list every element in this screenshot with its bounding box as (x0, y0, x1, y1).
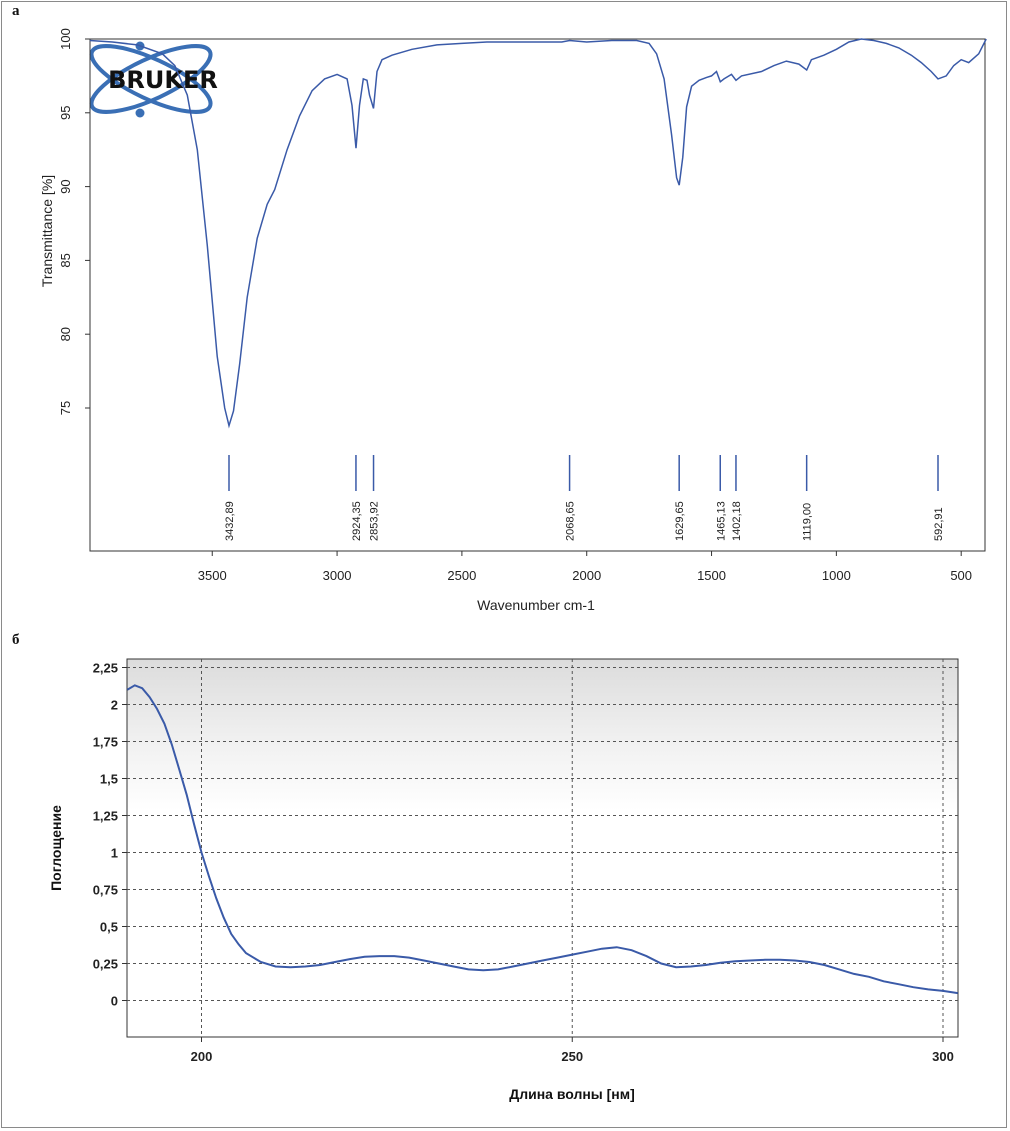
ir-x-axis: 3500 3000 2500 2000 1500 1000 500 (198, 551, 972, 583)
ir-x-tick-label: 2500 (447, 568, 476, 583)
ir-y-tick-label: 95 (58, 106, 73, 120)
ir-peak-label: 2068,65 (565, 501, 577, 541)
ir-x-tick-label: 1500 (697, 568, 726, 583)
ir-y-tick-label: 80 (58, 327, 73, 341)
ir-peak-label: 2924,35 (351, 501, 363, 541)
ir-peak-label: 1629,65 (674, 501, 686, 541)
ir-y-tick-label: 75 (58, 401, 73, 415)
ir-peak-label: 1402,18 (731, 501, 743, 541)
ir-y-tick-label: 85 (58, 253, 73, 267)
ir-peak-label: 1119,00 (802, 503, 814, 541)
ir-series-line (89, 38, 987, 429)
ir-peak-label: 592,91 (933, 507, 945, 541)
ir-x-tick-label: 2000 (572, 568, 601, 583)
ir-peak-label: 2853,92 (369, 501, 381, 541)
ir-x-tick-label: 1000 (822, 568, 851, 583)
ir-y-axis-title: Transmittance [%] (39, 175, 55, 287)
panel-label-a: а (12, 3, 20, 19)
ir-x-tick-label: 3500 (198, 568, 227, 583)
ir-x-axis-title: Wavenumber cm-1 (477, 597, 595, 613)
ir-y-tick-label: 90 (58, 179, 73, 193)
panel-label-b: б (12, 632, 20, 648)
ir-peak-markers: 3432,89 2924,35 2853,92 2068,65 1629,65 1465,… (224, 455, 945, 541)
ir-y-tick-label: 100 (58, 28, 73, 50)
ir-peak-label: 3432,89 (224, 501, 236, 541)
ir-x-tick-label: 3000 (323, 568, 352, 583)
logo-text: BRUKER (108, 66, 218, 94)
ir-y-axis: 75 80 85 90 95 100 (58, 28, 90, 415)
ir-peak-label: 1465,13 (715, 501, 727, 541)
ir-spectrum-chart: BRUKER 75 80 85 90 95 100 3500 3000 2500 2000 150… (39, 28, 987, 613)
bruker-logo: BRUKER (89, 41, 218, 118)
ir-x-tick-label: 500 (950, 568, 972, 583)
ir-plot-frame (89, 38, 986, 552)
